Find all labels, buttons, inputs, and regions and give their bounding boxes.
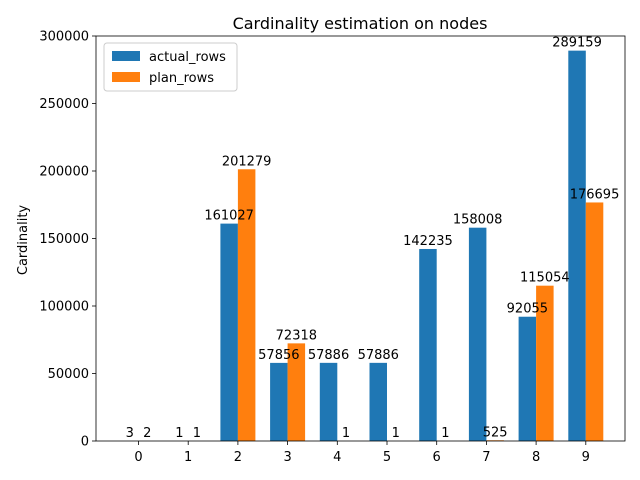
data-label-plan-rows-4: 1 (342, 426, 350, 441)
data-label-plan-rows-1: 1 (193, 426, 201, 441)
bar-actual-rows-3 (270, 362, 288, 441)
bar-plan-rows-3 (287, 343, 306, 441)
x-tick-label: 5 (383, 450, 391, 465)
legend: actual_rows plan_rows (103, 42, 238, 92)
x-tick-label: 3 (283, 450, 291, 465)
data-label-actual-rows-9: 289159 (552, 36, 602, 51)
bar-actual-rows-4 (319, 362, 338, 441)
y-axis-label: Cardinality (16, 205, 31, 276)
legend-label-actual-rows: actual_rows (149, 50, 226, 65)
x-tick-label: 2 (234, 450, 242, 465)
bar-actual-rows-9 (568, 50, 586, 441)
x-tick-label: 9 (582, 450, 590, 465)
y-tick-label: 50000 (48, 367, 89, 382)
data-label-plan-rows-8: 115054 (520, 271, 570, 286)
y-tick-label: 300000 (39, 30, 89, 45)
x-tick-label: 6 (433, 450, 441, 465)
x-tick-label: 1 (184, 450, 192, 465)
y-tick-label: 150000 (39, 232, 89, 247)
bar-actual-rows-8 (518, 316, 537, 441)
bar-plan-rows-8 (536, 285, 554, 441)
bar-plan-rows-9 (585, 202, 604, 441)
x-tick-label: 4 (333, 450, 341, 465)
data-label-actual-rows-7: 158008 (453, 213, 503, 228)
y-tick-label: 200000 (39, 165, 89, 180)
data-label-actual-rows-1: 1 (175, 426, 183, 441)
data-label-plan-rows-0: 2 (143, 426, 151, 441)
data-label-plan-rows-9: 176695 (570, 187, 620, 202)
x-tick-label: 8 (532, 450, 540, 465)
bar-actual-rows-2 (220, 223, 238, 441)
data-label-actual-rows-2: 161027 (204, 209, 254, 224)
legend-swatch-actual-rows (112, 51, 140, 61)
data-label-actual-rows-0: 3 (126, 426, 134, 441)
data-label-plan-rows-5: 1 (392, 426, 400, 441)
data-label-actual-rows-6: 142235 (403, 234, 453, 249)
data-label-plan-rows-6: 1 (441, 426, 449, 441)
y-tick-label: 100000 (39, 300, 89, 315)
x-tick-label: 0 (134, 450, 142, 465)
y-tick-label: 250000 (39, 97, 89, 112)
data-label-plan-rows-7: 525 (483, 425, 508, 440)
bar-actual-rows-6 (419, 248, 437, 441)
data-label-plan-rows-2: 201279 (222, 154, 272, 169)
data-label-actual-rows-4: 57886 (308, 348, 349, 363)
bar-actual-rows-7 (468, 227, 487, 441)
bar-actual-rows-5 (369, 362, 387, 441)
legend-swatch-plan-rows (112, 72, 140, 82)
data-label-plan-rows-3: 72318 (276, 328, 317, 343)
data-label-actual-rows-8: 92055 (507, 302, 548, 317)
bar-plan-rows-2 (237, 169, 256, 441)
chart-title: Cardinality estimation on nodes (233, 14, 488, 33)
data-label-actual-rows-5: 57886 (358, 348, 399, 363)
x-tick-label: 7 (482, 450, 490, 465)
y-tick-label: 0 (81, 435, 89, 450)
legend-label-plan-rows: plan_rows (149, 71, 214, 86)
data-label-actual-rows-3: 57856 (258, 348, 299, 363)
